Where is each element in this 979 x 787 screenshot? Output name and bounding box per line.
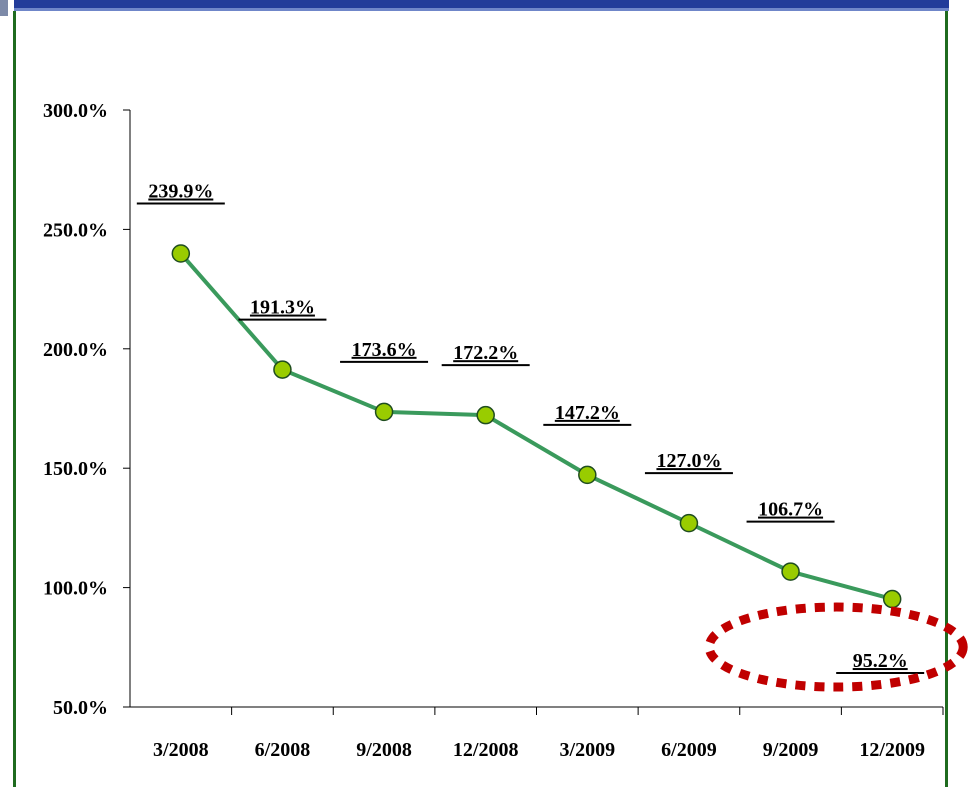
data-point-marker (679, 513, 699, 533)
y-tick-label: 100.0% (43, 578, 108, 600)
slide-header-bar (14, 0, 949, 11)
x-tick-labels: 3/2008 6/2008 9/2008 12/2008 3/2009 6/2009 9/2… (153, 739, 925, 761)
y-tick-label: 250.0% (43, 219, 108, 241)
data-point-marker (578, 465, 597, 485)
data-label: 172.2% (453, 342, 518, 364)
y-tick-label: 50.0% (53, 697, 108, 719)
data-label: 239.9% (148, 181, 213, 203)
data-label: 147.2% (555, 402, 620, 424)
highlight-annotation (704, 602, 968, 692)
data-point-marker (781, 562, 800, 581)
y-tick-label: 200.0% (43, 339, 108, 361)
data-label: 173.6% (352, 339, 417, 361)
x-tick-label: 12/2009 (859, 739, 925, 761)
series-line (179, 252, 893, 601)
frame-left-border (13, 11, 16, 787)
x-tick-label: 9/2008 (356, 739, 412, 761)
corner-mark (0, 0, 8, 16)
highlight-ellipse (704, 602, 968, 692)
y-tick-label: 300.0% (43, 100, 108, 122)
data-point-marker (374, 402, 394, 422)
data-point-marker (171, 244, 191, 263)
x-tick-label: 6/2008 (255, 739, 311, 761)
y-tick-label: 150.0% (43, 458, 108, 480)
frame-right-border (945, 11, 948, 787)
y-tick-labels: 300.0% 250.0% 200.0% 150.0% 100.0% 50.0% (43, 100, 108, 719)
data-label: 191.3% (250, 297, 315, 319)
x-tick-label: 3/2009 (560, 739, 616, 761)
x-tick-label: 9/2009 (763, 739, 819, 761)
chart-axes (123, 109, 944, 715)
data-point-marker (476, 405, 495, 425)
series-polyline (179, 252, 893, 601)
data-labels: 239.9% 191.3% 173.6% 172.2% 147.2% 127.0% 106.… (136, 181, 925, 675)
data-label: 95.2% (853, 650, 908, 672)
data-point-marker (273, 360, 292, 379)
x-tick-label: 12/2008 (453, 739, 519, 761)
data-point-marker (882, 589, 902, 609)
x-tick-label: 6/2009 (661, 739, 717, 761)
x-tick-label: 3/2008 (153, 739, 209, 761)
series-markers (171, 244, 902, 609)
data-label: 127.0% (656, 450, 721, 472)
data-label: 106.7% (758, 499, 823, 521)
